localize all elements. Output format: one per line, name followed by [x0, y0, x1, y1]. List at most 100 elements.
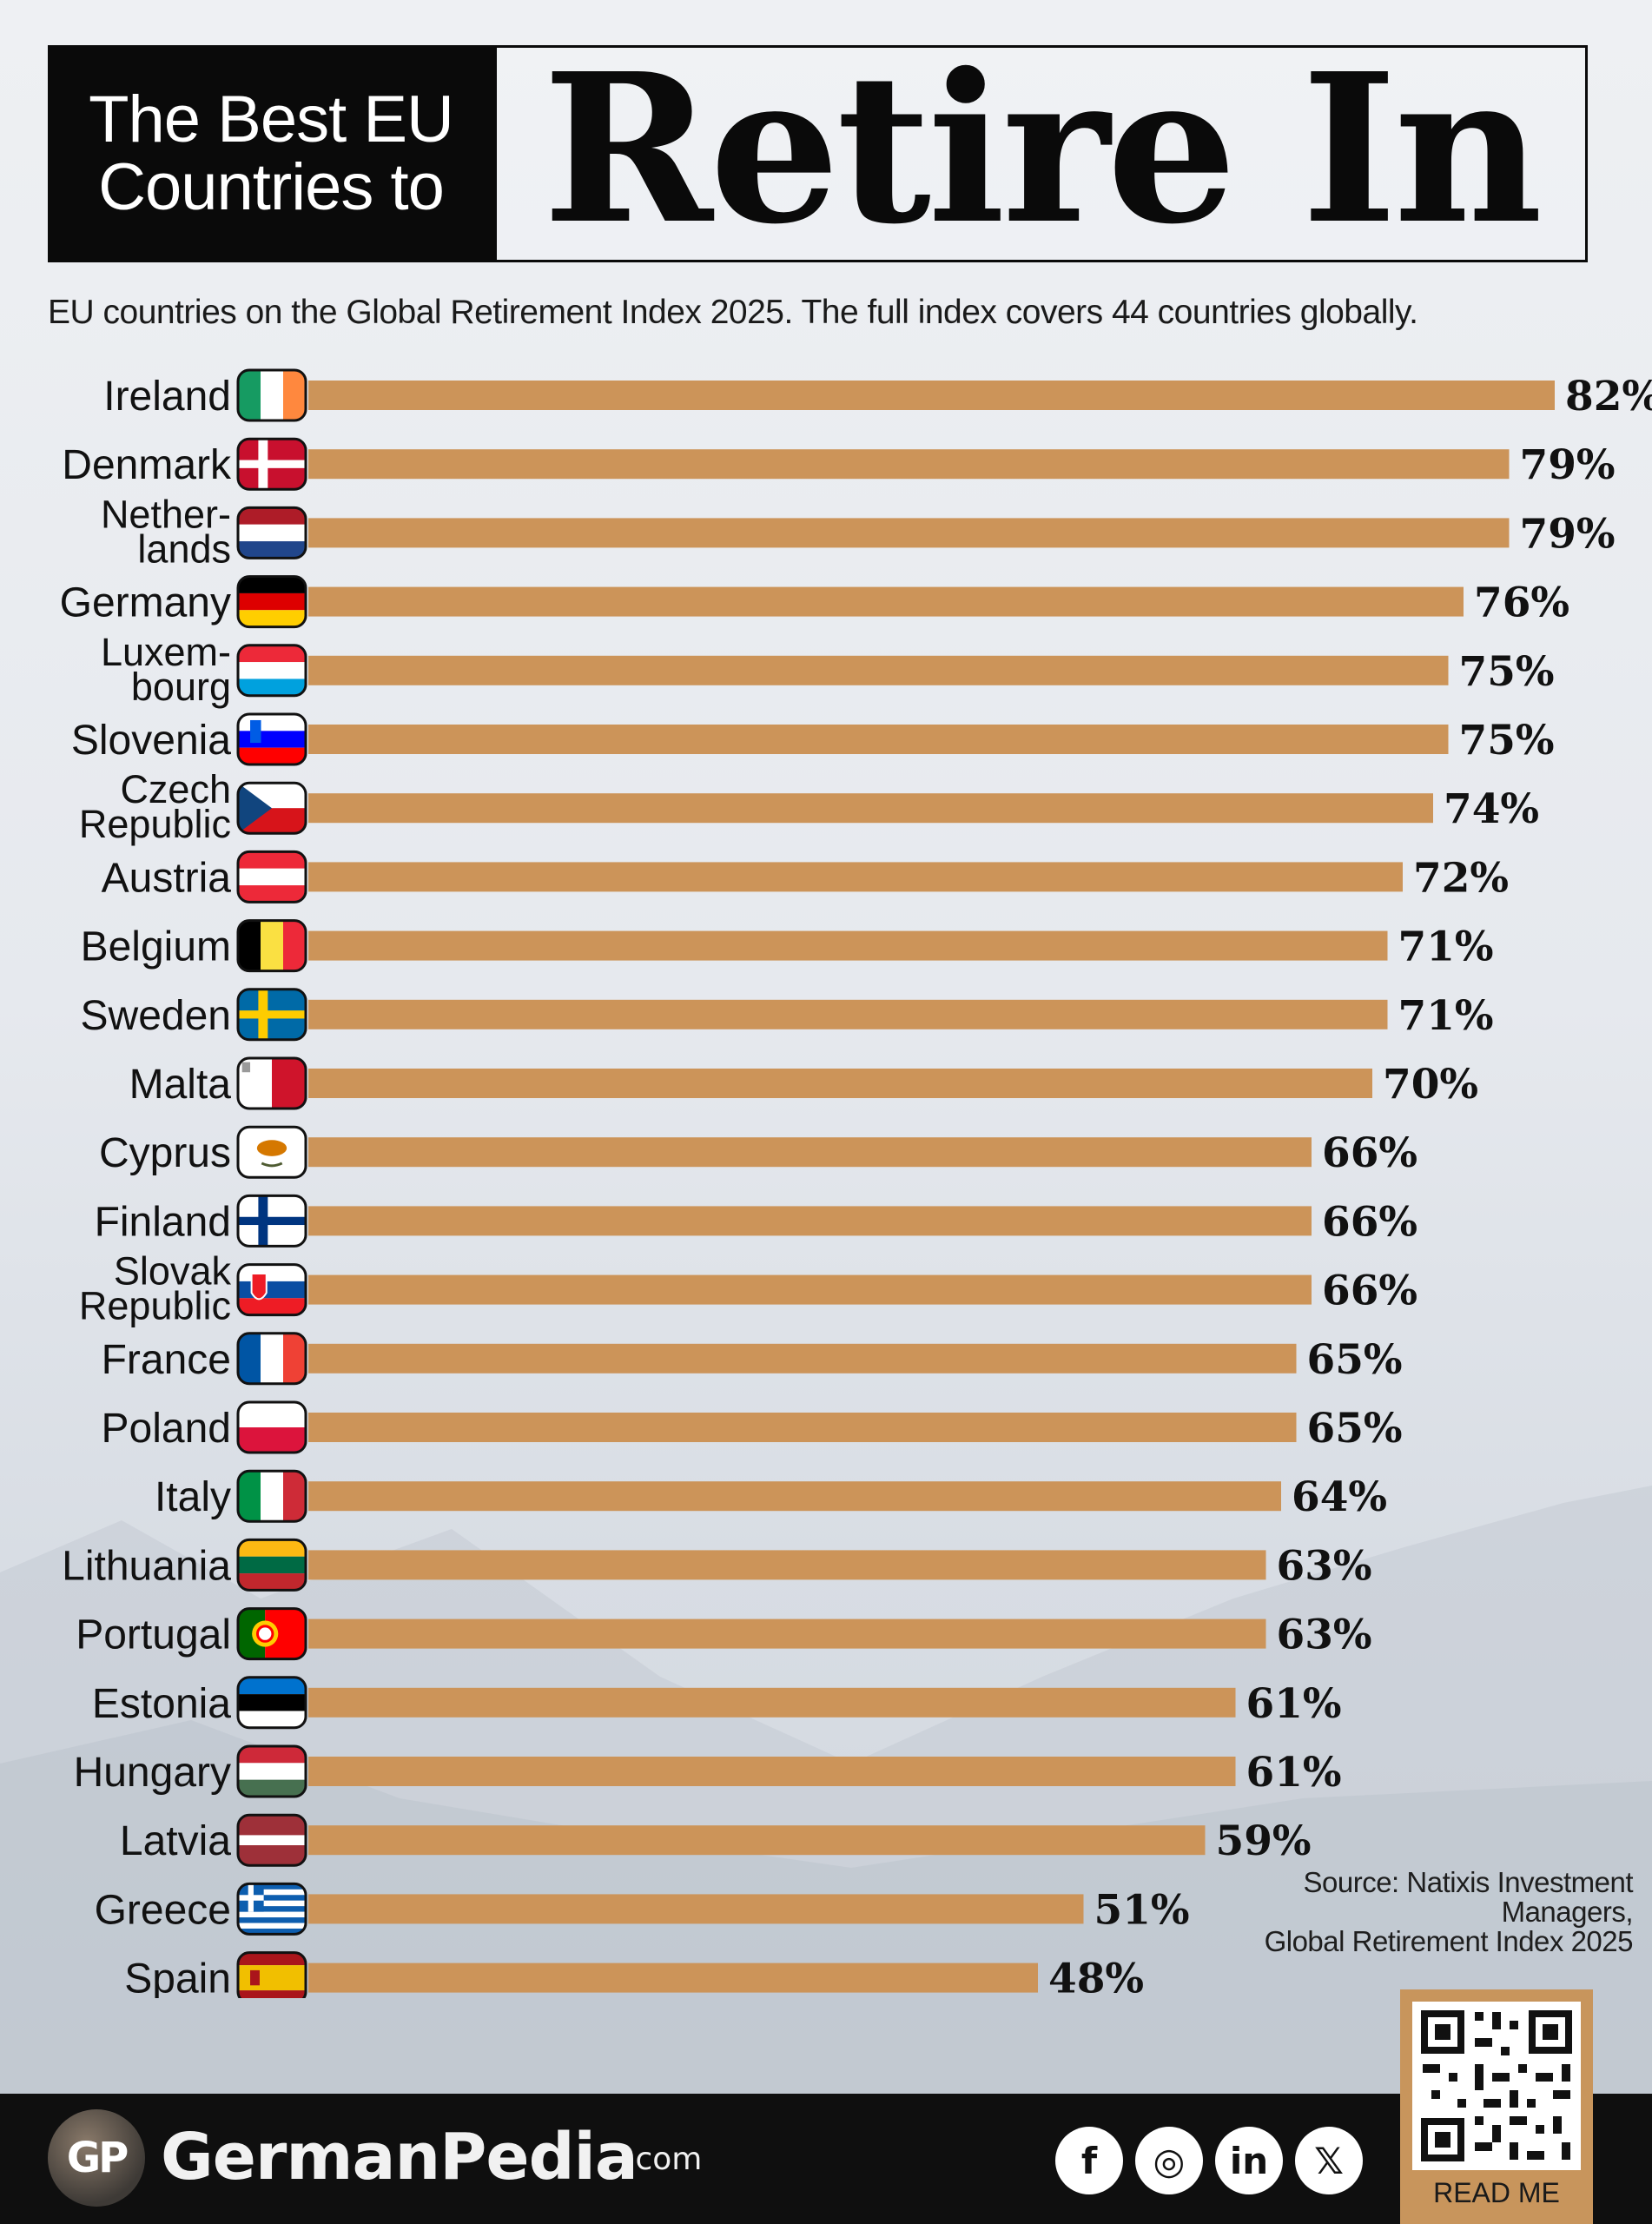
bar-italy — [308, 1481, 1281, 1512]
category-label-cyprus: Cyprus — [99, 1130, 231, 1176]
category-label-poland: Poland — [102, 1406, 231, 1452]
category-label-ireland: Ireland — [103, 374, 231, 420]
title-big-box: Retire In — [494, 45, 1588, 262]
flag-malta-icon — [238, 1058, 306, 1109]
flag-spain-icon — [238, 1952, 306, 1998]
bar-slovenia — [308, 725, 1449, 754]
value-label-greece: 51% — [1094, 1886, 1190, 1934]
qr-code-box[interactable]: READ ME — [1400, 1989, 1593, 2224]
value-label-spain: 48% — [1048, 1956, 1144, 1998]
source-line-2: Managers, — [1501, 1896, 1634, 1928]
flag-germany-icon — [238, 576, 306, 627]
source-line-3: Global Retirement Index 2025 — [1264, 1925, 1634, 1957]
header: The Best EU Countries to Retire In — [48, 45, 1588, 262]
category-label-lithuania: Lithuania — [62, 1543, 231, 1589]
category-label-belgium: Belgium — [81, 924, 231, 970]
value-label-germany: 76% — [1474, 579, 1569, 627]
bar-denmark — [308, 449, 1510, 480]
value-label-finland: 66% — [1322, 1198, 1417, 1246]
brand-tld: .com — [625, 2141, 703, 2177]
germanpedia-logo[interactable]: GP — [48, 2109, 145, 2207]
category-label-slovenia: Slovenia — [71, 718, 231, 764]
bar-chart: 82% Ireland 79% Denmark 79% Nether-lands 76% Ge… — [60, 368, 1652, 1998]
bar-belgium — [308, 930, 1388, 961]
flag-denmark-icon — [238, 439, 306, 490]
flag-slovakia-icon — [238, 1264, 306, 1315]
flag-sweden-icon — [238, 989, 306, 1040]
category-label-austria: Austria — [102, 855, 232, 901]
flag-portugal-icon — [238, 1608, 306, 1659]
category-label-italy: Italy — [155, 1474, 231, 1520]
title-big: Retire In — [542, 28, 1543, 269]
bar-estonia — [308, 1687, 1236, 1718]
category-label-estonia: Estonia — [92, 1681, 231, 1727]
category-label-luxembourg: bourg — [131, 665, 231, 709]
category-label-finland: Finland — [95, 1199, 231, 1245]
bar-poland — [308, 1413, 1297, 1442]
category-label-malta: Malta — [129, 1062, 232, 1108]
bar-austria — [308, 862, 1403, 892]
linkedin-icon[interactable]: in — [1215, 2127, 1283, 2194]
bar-sweden — [308, 999, 1388, 1029]
flag-italy-icon — [238, 1471, 306, 1522]
bar-greece — [308, 1894, 1084, 1924]
flag-cyprus-icon — [238, 1127, 306, 1178]
facebook-icon[interactable]: f — [1055, 2127, 1123, 2194]
category-label-latvia: Latvia — [120, 1818, 231, 1864]
value-label-latvia: 59% — [1216, 1817, 1312, 1865]
value-label-poland: 65% — [1307, 1405, 1403, 1453]
category-label-sweden: Sweden — [81, 993, 231, 1039]
value-label-belgium: 71% — [1398, 923, 1494, 971]
value-label-netherlands: 79% — [1520, 510, 1616, 558]
value-label-luxembourg: 75% — [1459, 648, 1555, 696]
bar-malta — [308, 1069, 1372, 1098]
category-label-luxembourg: Luxem- — [101, 630, 231, 674]
value-label-france: 65% — [1307, 1336, 1403, 1384]
flag-ireland-icon — [238, 370, 306, 420]
title-box: The Best EU Countries to — [48, 45, 494, 262]
flag-czech-icon — [238, 783, 306, 834]
value-label-italy: 64% — [1292, 1473, 1387, 1521]
category-label-denmark: Denmark — [62, 442, 232, 488]
value-label-denmark: 79% — [1520, 441, 1616, 489]
source-line-1: Source: Natixis Investment — [1303, 1866, 1634, 1898]
bar-luxembourg — [308, 655, 1449, 685]
flag-netherlands-icon — [238, 507, 306, 559]
source-note: Source: Natixis Investment Managers, Glo… — [1264, 1866, 1634, 1957]
bar-ireland — [308, 381, 1555, 410]
bar-finland — [308, 1206, 1312, 1236]
value-label-cyprus: 66% — [1322, 1129, 1417, 1177]
category-label-portugal: Portugal — [76, 1612, 231, 1658]
brand-name[interactable]: GermanPedia — [161, 2120, 638, 2194]
value-label-malta: 70% — [1383, 1061, 1478, 1109]
value-label-estonia: 61% — [1246, 1680, 1342, 1728]
category-label-netherlands: Nether- — [101, 492, 231, 536]
value-label-slovenia: 75% — [1459, 717, 1555, 764]
category-label-spain: Spain — [124, 1956, 231, 1998]
flag-finland-icon — [238, 1195, 306, 1247]
category-label-czech: Czech — [120, 767, 231, 811]
bar-czech — [308, 793, 1433, 824]
value-label-sweden: 71% — [1398, 992, 1494, 1040]
category-label-netherlands: lands — [137, 526, 231, 571]
bar-portugal — [308, 1618, 1266, 1649]
qr-label: READ ME — [1433, 2177, 1560, 2208]
qr-code-icon[interactable] — [1412, 2002, 1581, 2170]
footer — [0, 2094, 1652, 2224]
flag-hungary-icon — [238, 1746, 306, 1797]
subtitle: EU countries on the Global Retirement In… — [48, 294, 1418, 331]
value-label-lithuania: 63% — [1277, 1542, 1372, 1590]
category-label-slovakia: Slovak — [114, 1249, 232, 1294]
instagram-icon[interactable]: ◎ — [1135, 2127, 1203, 2194]
x-icon[interactable]: 𝕏 — [1295, 2127, 1363, 2194]
value-label-czech: 74% — [1444, 785, 1539, 833]
flag-estonia-icon — [238, 1677, 306, 1728]
flag-slovenia-icon — [238, 714, 306, 764]
flag-latvia-icon — [238, 1815, 306, 1866]
value-label-ireland: 82% — [1565, 373, 1652, 420]
bar-france — [308, 1343, 1297, 1373]
title-line-1: The Best EU — [89, 83, 454, 156]
value-label-slovakia: 66% — [1322, 1268, 1417, 1315]
category-label-czech: Republic — [79, 802, 231, 846]
category-label-hungary: Hungary — [74, 1750, 231, 1796]
